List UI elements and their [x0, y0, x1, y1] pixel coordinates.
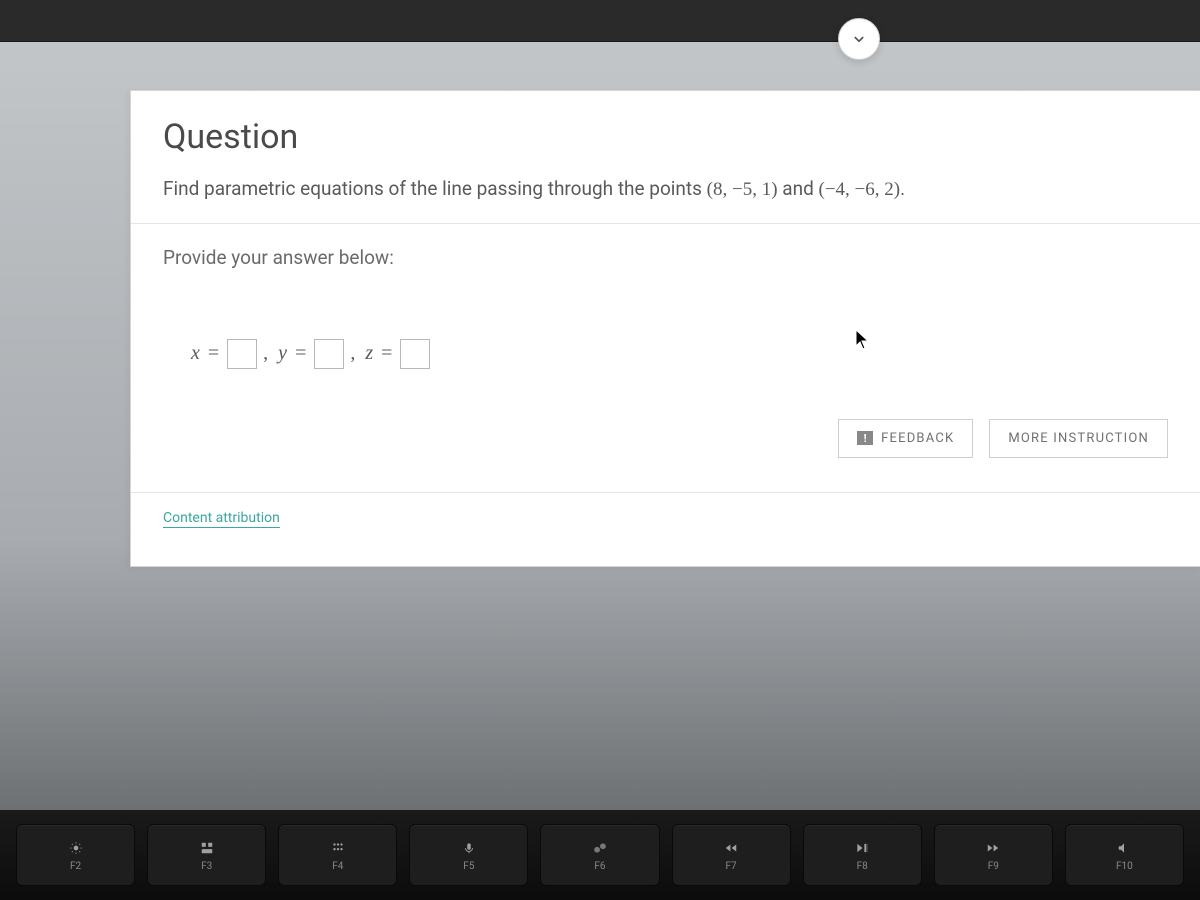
key-label: F8 [857, 861, 868, 872]
browser-top-bar [0, 0, 1200, 42]
key-f7[interactable]: F7 [672, 824, 791, 886]
point-2: (−4, −6, 2) [819, 179, 901, 200]
mission-control-icon [198, 839, 216, 857]
comma-2: , [350, 342, 355, 365]
brightness-icon [67, 839, 85, 857]
key-label: F3 [201, 861, 212, 872]
dropdown-indicator[interactable] [838, 18, 880, 60]
attribution-row: Content attribution [131, 493, 1200, 566]
answer-section: Provide your answer below: x = , y = , z… [131, 224, 1200, 492]
var-x: x [191, 342, 200, 365]
prompt-conj: and [778, 177, 819, 200]
content-attribution-link[interactable]: Content attribution [163, 510, 280, 528]
question-panel: Question Find parametric equations of th… [130, 90, 1200, 567]
keyboard-function-row: F2 F3 F4 F5 F6 F7 F8 [0, 810, 1200, 900]
equation-row: x = , y = , z = [163, 339, 1168, 369]
feedback-button[interactable]: ! FEEDBACK [838, 419, 973, 458]
input-x[interactable] [227, 339, 257, 369]
var-y: y [278, 342, 287, 365]
action-buttons: ! FEEDBACK MORE INSTRUCTION [163, 419, 1168, 482]
launchpad-icon [329, 839, 347, 857]
key-label: F4 [332, 861, 343, 872]
equals-x: = [208, 342, 219, 365]
question-title: Question [163, 117, 1168, 157]
key-f8[interactable]: F8 [803, 824, 922, 886]
key-label: F2 [70, 861, 81, 872]
more-instruction-label: MORE INSTRUCTION [1008, 431, 1149, 446]
rewind-icon [722, 839, 740, 857]
question-header: Question Find parametric equations of th… [131, 91, 1200, 223]
key-f4[interactable]: F4 [278, 824, 397, 886]
prompt-suffix: . [900, 177, 905, 200]
key-label: F6 [594, 861, 605, 872]
key-f9[interactable]: F9 [934, 824, 1053, 886]
key-label: F9 [988, 861, 999, 872]
chevron-down-icon [850, 30, 868, 48]
more-instruction-button[interactable]: MORE INSTRUCTION [989, 419, 1168, 458]
fast-forward-icon [984, 839, 1002, 857]
key-label: F5 [463, 861, 474, 872]
input-z[interactable] [400, 339, 430, 369]
dnd-icon [591, 839, 609, 857]
mouse-cursor [856, 330, 870, 355]
prompt-text: Find parametric equations of the line pa… [163, 177, 707, 200]
equals-y: = [295, 342, 306, 365]
mute-icon [1115, 839, 1133, 857]
question-prompt: Find parametric equations of the line pa… [163, 175, 1168, 205]
comma-1: , [263, 342, 268, 365]
feedback-icon: ! [857, 431, 873, 445]
key-f10[interactable]: F10 [1065, 824, 1184, 886]
key-f6[interactable]: F6 [540, 824, 659, 886]
dictation-icon [460, 839, 478, 857]
input-y[interactable] [314, 339, 344, 369]
play-pause-icon [853, 839, 871, 857]
key-f5[interactable]: F5 [409, 824, 528, 886]
equals-z: = [381, 342, 392, 365]
point-1: (8, −5, 1) [707, 179, 778, 200]
key-label: F10 [1116, 861, 1133, 872]
var-z: z [365, 342, 373, 365]
key-f2[interactable]: F2 [16, 824, 135, 886]
feedback-label: FEEDBACK [881, 431, 954, 446]
answer-label: Provide your answer below: [163, 246, 1168, 269]
key-f3[interactable]: F3 [147, 824, 266, 886]
key-label: F7 [726, 861, 737, 872]
